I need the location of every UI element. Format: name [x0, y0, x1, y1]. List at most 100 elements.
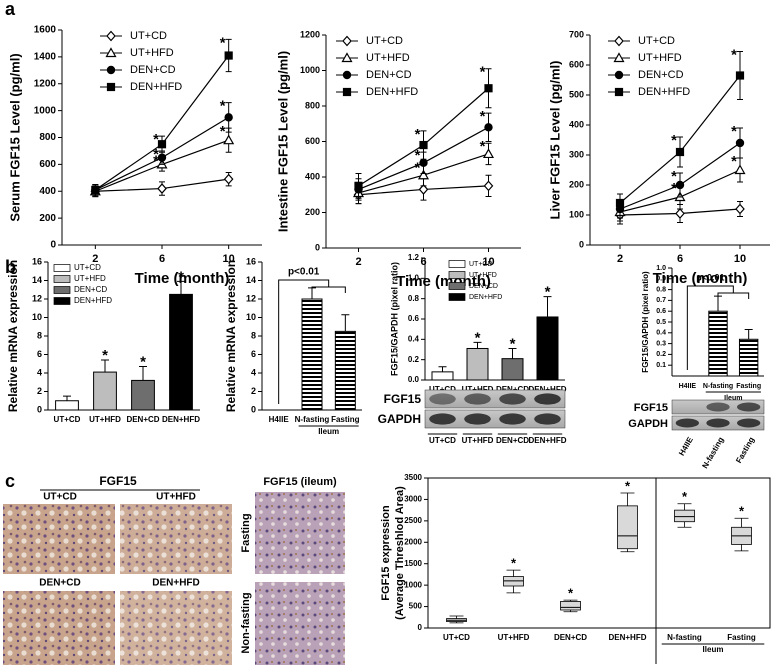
lane-label: H4IIE	[677, 435, 695, 457]
x-tick-label: 10	[223, 253, 235, 265]
y-axis-label: (Average Threshlod Area)	[394, 486, 406, 620]
significance-star: *	[545, 284, 551, 301]
blot-strip	[424, 389, 566, 409]
micrograph-label: DEN+CD	[39, 578, 80, 589]
error-bar	[543, 296, 552, 317]
x-tick-label: 10	[734, 253, 746, 265]
y-tick-label: 6	[251, 349, 256, 359]
significance-star: *	[153, 131, 159, 148]
marker	[734, 164, 746, 175]
y-tick-label: 16	[246, 256, 256, 266]
y-tick-label: 1.0	[408, 273, 420, 282]
marker	[157, 140, 167, 149]
significance-bracket	[686, 285, 750, 370]
legend-marker	[342, 87, 352, 97]
y-tick-label: 1600	[34, 25, 57, 36]
x-tick-label: H4IIE	[679, 383, 697, 390]
y-tick-label: 0.8	[656, 286, 666, 293]
y-tick-label: 3500	[404, 473, 422, 482]
y-tick-label: 10	[246, 312, 256, 322]
marker	[223, 173, 234, 185]
significance-star: *	[220, 123, 226, 140]
error-bar	[473, 341, 482, 349]
y-tick-label: 0.8	[408, 294, 420, 303]
legend-label: UT+CD	[366, 35, 403, 47]
whisker	[563, 599, 578, 613]
marker	[418, 184, 429, 195]
x-tick-label: UT+CD	[443, 633, 470, 642]
legend-label: UT+CD	[130, 30, 167, 42]
y-tick-label: 0.4	[408, 334, 420, 343]
lane-label: UT+CD	[429, 436, 456, 445]
micrograph-label: UT+CD	[43, 492, 77, 503]
panel-label: c	[5, 471, 15, 491]
error-bar	[438, 366, 447, 372]
y-tick-label: 1000	[404, 580, 422, 589]
y-tick-label: 1.2	[408, 253, 420, 262]
y-axis-label: FGF15/GAPDH (pixel ratio)	[641, 271, 650, 373]
y-tick-label: 600	[39, 159, 56, 170]
marker	[735, 138, 745, 148]
y-tick-label: 0.0	[408, 375, 420, 384]
significance-star: *	[480, 64, 486, 81]
bar	[131, 379, 155, 411]
marker	[419, 158, 428, 167]
legend-swatch	[448, 293, 466, 301]
legend-swatch	[53, 264, 71, 272]
legend-swatch	[53, 275, 71, 283]
whisker	[620, 492, 635, 553]
marker	[615, 198, 625, 208]
micrograph-label: Non-fasting	[240, 592, 252, 653]
blot-label: GAPDH	[378, 412, 421, 426]
marker	[91, 185, 100, 195]
marker	[224, 51, 233, 60]
legend-label: DEN+HFD	[74, 296, 112, 305]
legend-swatch	[53, 286, 71, 294]
y-tick-label: 1200	[300, 29, 320, 39]
bar	[738, 338, 759, 377]
y-tick-label: 500	[409, 602, 423, 611]
error-bar	[139, 366, 147, 381]
significance-star: *	[415, 147, 421, 164]
lane-label: DEN+HFD	[528, 436, 566, 445]
y-tick-label: 0	[315, 242, 320, 252]
significance-star: *	[671, 168, 677, 185]
significance-star: *	[140, 353, 146, 370]
x-tick-label: Fasting	[331, 415, 360, 424]
micrograph	[120, 504, 232, 574]
box	[617, 505, 638, 550]
significance-star: *	[671, 180, 677, 197]
bar	[334, 330, 356, 411]
y-tick-label: 14	[246, 275, 256, 285]
marker	[675, 147, 685, 157]
blot-band	[737, 402, 761, 412]
y-tick-label: 200	[305, 207, 320, 217]
legend-marker	[342, 70, 352, 80]
legend-marker	[342, 35, 352, 47]
blot-band	[429, 413, 456, 425]
significance-star: *	[568, 586, 574, 601]
bar	[55, 400, 79, 411]
whisker	[449, 615, 464, 624]
legend-label: DEN+CD	[638, 69, 684, 81]
y-tick-label: 0.9	[656, 276, 666, 283]
marker	[735, 71, 745, 80]
micrograph-title: FGF15	[99, 474, 137, 488]
y-tick-label: 8	[251, 330, 256, 340]
y-tick-label: 0	[37, 404, 42, 414]
legend-marker	[106, 82, 116, 92]
legend-label: DEN+HFD	[366, 86, 418, 98]
panel-label: b	[5, 257, 16, 277]
micrograph-label: UT+HFD	[156, 492, 196, 503]
legend-label: DEN+CD	[130, 64, 176, 76]
lane-label: DEN+CD	[496, 436, 529, 445]
y-tick-label: 0	[579, 239, 584, 249]
x-axis-label: Time (month)	[135, 270, 230, 287]
legend-marker	[614, 87, 624, 97]
legend-marker	[106, 30, 116, 42]
y-tick-label: 14	[32, 275, 42, 285]
y-tick-label: 500	[569, 89, 584, 99]
blot-label: GAPDH	[628, 418, 668, 430]
legend-label: UT+HFD	[366, 52, 410, 64]
error-bar	[101, 359, 109, 373]
